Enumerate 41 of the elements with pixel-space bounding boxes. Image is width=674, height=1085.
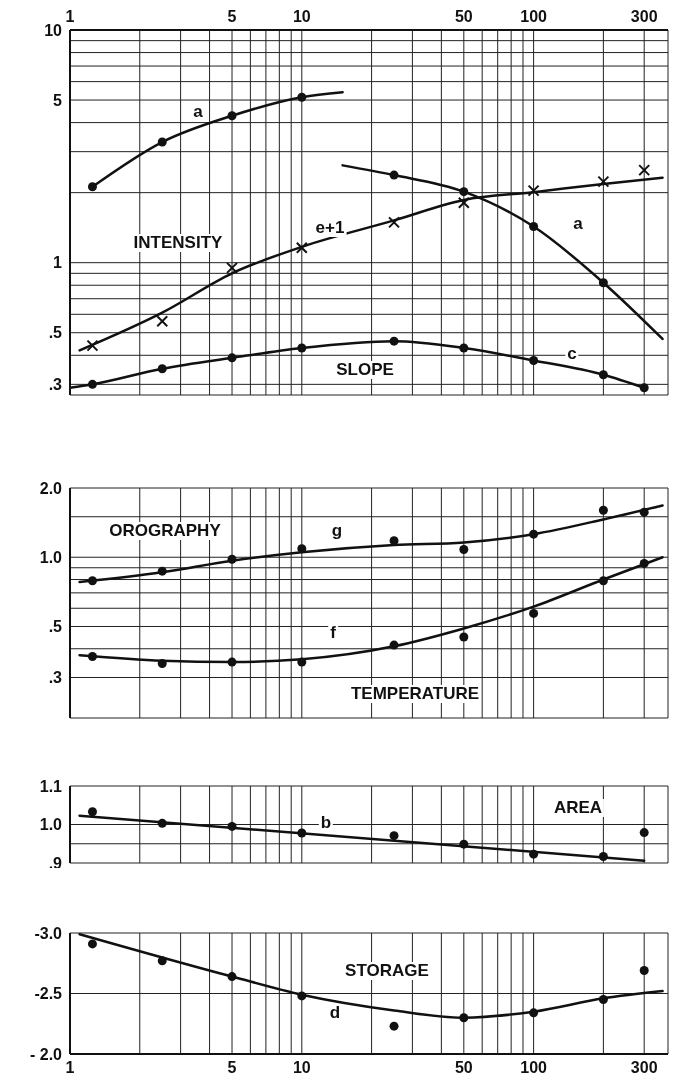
y-tick-label: 1.0: [39, 816, 63, 834]
annotation: c: [565, 344, 579, 363]
annotation: a: [571, 214, 585, 233]
x-tick-label: 10: [292, 8, 311, 25]
annotation: AREA: [551, 798, 605, 817]
annotation: OROGRAPHY: [107, 521, 223, 540]
y-tick-label: .5: [48, 618, 63, 636]
x-tick-label: 50: [454, 1059, 473, 1077]
y-tick-label: 2.0: [39, 479, 63, 497]
annotation: TEMPERATURE: [348, 684, 482, 703]
y-tick-label: 5: [53, 91, 63, 109]
annotation: g: [329, 521, 345, 540]
x-tick-label: 100: [520, 8, 548, 25]
y-tick-label: .5: [48, 324, 63, 342]
annotation: STORAGE: [343, 961, 431, 980]
y-tick-label: .9: [48, 854, 63, 872]
y-tick-label: -2.5: [34, 985, 63, 1003]
x-tick-label: 300: [630, 8, 658, 25]
y-tick-label: 10: [44, 21, 63, 39]
x-tick-label: 1: [65, 1059, 75, 1077]
annotation: SLOPE: [334, 360, 396, 379]
annotation: d: [327, 1003, 343, 1022]
annotation: INTENSITY: [131, 233, 225, 252]
y-tick-label: 1.1: [39, 777, 63, 795]
y-tick-label: .3: [48, 669, 63, 687]
x-tick-label: 10: [292, 1059, 311, 1077]
x-tick-label: 1: [65, 8, 75, 25]
x-tick-label: 5: [227, 8, 237, 25]
y-tick-label: - 2.0: [29, 1045, 63, 1063]
x-tick-label: 50: [454, 8, 473, 25]
y-tick-label: -3.0: [34, 924, 63, 942]
annotation: b: [318, 813, 334, 832]
annotation: e+1: [313, 218, 347, 237]
annotation: a: [191, 102, 205, 121]
x-tick-label: 100: [520, 1059, 548, 1077]
x-tick-label: 300: [630, 1059, 658, 1077]
y-tick-label: .3: [48, 376, 63, 394]
annotation: f: [328, 623, 338, 642]
y-tick-label: 1: [53, 254, 63, 272]
y-tick-label: 1.0: [39, 548, 63, 566]
x-tick-label: 5: [227, 1059, 237, 1077]
